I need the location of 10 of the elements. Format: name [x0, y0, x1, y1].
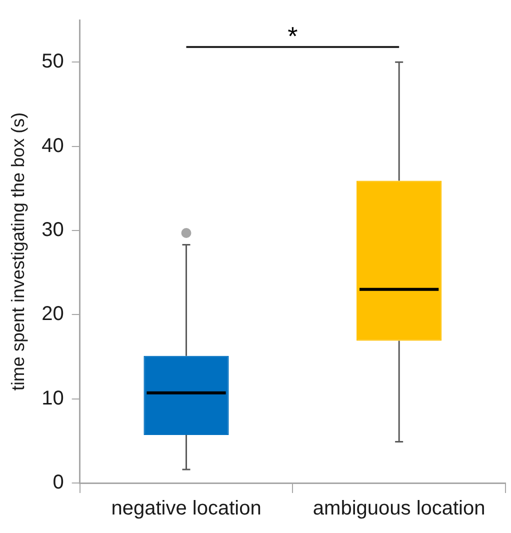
x-tick-label: negative location	[111, 498, 262, 520]
y-tick-label: 30	[42, 218, 64, 241]
y-tick-label: 20	[42, 303, 64, 326]
y-axis-title: time spent investigating the box (s)	[8, 112, 28, 391]
y-tick-label: 50	[42, 50, 64, 73]
y-tick-label: 40	[42, 134, 64, 157]
y-tick-label: 0	[52, 472, 64, 494]
annotation: *	[288, 21, 298, 52]
y-tick-label: 10	[42, 387, 64, 410]
x-tick-label: ambiguous location	[312, 498, 486, 520]
